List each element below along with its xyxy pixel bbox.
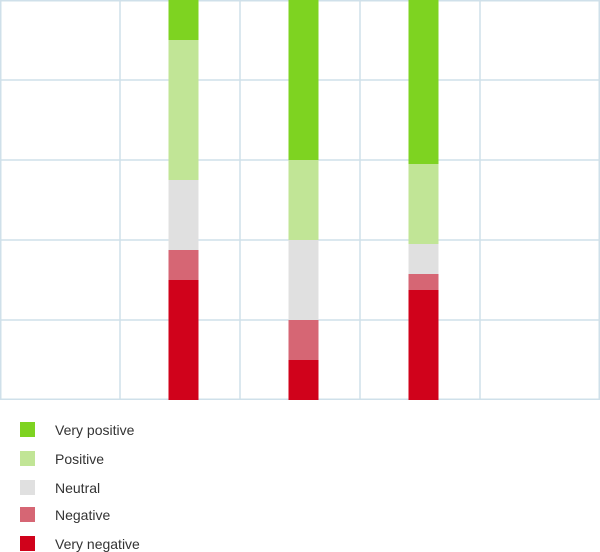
legend-swatch-neutral [20, 480, 35, 495]
bar-segment-negative[interactable] [168, 250, 199, 280]
bar-segment-negative[interactable] [408, 274, 439, 290]
legend-swatch-very-negative [20, 536, 35, 551]
bar-segment-neutral[interactable] [408, 244, 439, 274]
chart-bars [168, 0, 439, 400]
legend-label-negative: Negative [55, 507, 111, 523]
bar-segment-very-positive[interactable] [288, 0, 319, 160]
bar-segment-very-negative[interactable] [288, 360, 319, 400]
legend-swatch-positive [20, 451, 35, 466]
legend-label-neutral: Neutral [55, 480, 101, 496]
bar-segment-very-negative[interactable] [168, 280, 199, 400]
bar-segment-positive[interactable] [168, 40, 199, 180]
legend-label-very-negative: Very negative [55, 536, 140, 552]
legend-item-negative[interactable]: Negative [20, 505, 320, 523]
bar-segment-very-negative[interactable] [408, 290, 439, 400]
legend-label-positive: Positive [55, 451, 105, 467]
bar-segment-positive[interactable] [288, 160, 319, 240]
legend-item-very-positive[interactable]: Very positive [20, 420, 320, 438]
legend-item-neutral[interactable]: Neutral [20, 478, 320, 496]
legend-swatch-negative [20, 507, 35, 522]
bar-segment-very-positive[interactable] [168, 0, 199, 40]
stacked-bar-chart [0, 0, 600, 400]
bar-segment-negative[interactable] [288, 320, 319, 360]
legend-swatch-very-positive [20, 422, 35, 437]
bar-segment-neutral[interactable] [288, 240, 319, 320]
legend-item-positive[interactable]: Positive [20, 449, 320, 467]
legend-item-very-negative[interactable]: Very negative [20, 534, 320, 552]
bar-segment-very-positive[interactable] [408, 0, 439, 164]
legend-label-very-positive: Very positive [55, 422, 135, 438]
bar-segment-positive[interactable] [408, 164, 439, 244]
bar-segment-neutral[interactable] [168, 180, 199, 250]
